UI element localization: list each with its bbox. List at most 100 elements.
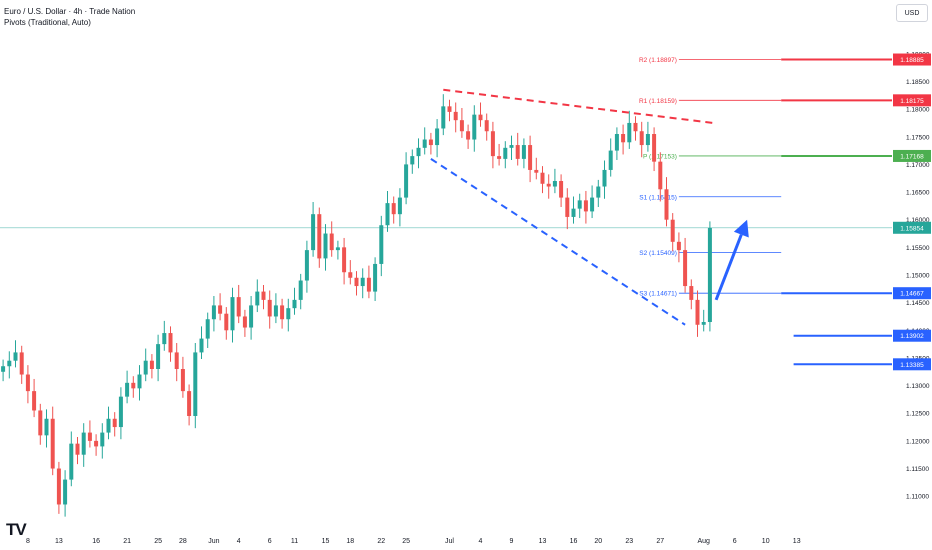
candle-down bbox=[428, 139, 433, 146]
indicator-label[interactable]: Pivots (Traditional, Auto) bbox=[4, 18, 91, 27]
price-tick-label: 1.14500 bbox=[906, 300, 930, 307]
trendline-lower-support[interactable] bbox=[430, 158, 686, 326]
candle-down bbox=[50, 418, 55, 469]
candle-up bbox=[118, 396, 123, 428]
candle-down bbox=[32, 391, 37, 411]
candle-up bbox=[273, 305, 278, 317]
candle-up bbox=[590, 197, 595, 212]
time-tick-label: 13 bbox=[55, 538, 63, 545]
candle-down bbox=[218, 305, 223, 314]
candle-down bbox=[348, 272, 353, 278]
candle-up bbox=[397, 197, 402, 215]
candle-down bbox=[652, 134, 657, 162]
candle-down bbox=[56, 468, 61, 505]
pivot-price-tag bbox=[893, 287, 931, 300]
trendline-upper-resistance[interactable] bbox=[443, 88, 714, 124]
candle-down bbox=[683, 250, 688, 287]
support-levels[interactable] bbox=[793, 334, 892, 366]
candle-down bbox=[621, 134, 626, 143]
time-tick-label: 4 bbox=[237, 538, 241, 545]
candle-up bbox=[645, 134, 650, 146]
candle-up bbox=[435, 128, 440, 146]
candle-up bbox=[13, 352, 18, 361]
candle-up bbox=[422, 139, 427, 148]
candle-up bbox=[249, 305, 254, 328]
candle-up bbox=[193, 352, 198, 416]
candle-up bbox=[125, 382, 130, 397]
support-price-tag-label: 1.13902 bbox=[900, 333, 924, 340]
candle-up bbox=[627, 122, 632, 143]
currency-button[interactable]: USD bbox=[896, 4, 928, 22]
price-tick-label: 1.16500 bbox=[906, 190, 930, 197]
price-tick-label: 1.12500 bbox=[906, 411, 930, 418]
candle-up bbox=[211, 305, 216, 320]
pivot-price-tag-label: 1.18175 bbox=[900, 98, 924, 105]
price-tick-label: 1.16000 bbox=[906, 217, 930, 224]
time-tick-label: 6 bbox=[733, 538, 737, 545]
price-tick-label: 1.15000 bbox=[906, 273, 930, 280]
price-tick-label: 1.17500 bbox=[906, 134, 930, 141]
pivot-price-tag-label: 1.18885 bbox=[900, 57, 924, 64]
time-tick-label: 8 bbox=[26, 538, 30, 545]
candle-up bbox=[360, 277, 365, 287]
candle-down bbox=[391, 203, 396, 215]
candle-down bbox=[280, 305, 285, 320]
time-tick-label: Jun bbox=[208, 538, 219, 545]
candle-down bbox=[131, 382, 136, 389]
candle-up bbox=[100, 432, 105, 447]
candle-down bbox=[19, 352, 24, 375]
price-axis-bg bbox=[892, 0, 932, 550]
candle-down bbox=[633, 122, 638, 132]
candle-up bbox=[416, 147, 421, 157]
pivot-label-r1: R1 (1.18159) bbox=[639, 98, 677, 105]
candle-down bbox=[317, 214, 322, 259]
candle-up bbox=[81, 432, 86, 455]
candle-down bbox=[75, 443, 80, 455]
candle-up bbox=[143, 360, 148, 375]
pivot-label-r2: R2 (1.18897) bbox=[639, 57, 677, 64]
candle-down bbox=[149, 360, 154, 369]
time-tick-label: 4 bbox=[479, 538, 483, 545]
time-tick-label: Jul bbox=[445, 538, 454, 545]
time-axis[interactable]: 8 13 16 21 25 28 Jun 4 6 11 15 18 22 25 Jul 4 9 13 16 20 23 2… bbox=[26, 538, 801, 545]
time-tick-label: 16 bbox=[92, 538, 100, 545]
candle-down bbox=[267, 299, 272, 317]
candle-down bbox=[664, 189, 669, 220]
time-tick-label: 27 bbox=[656, 538, 664, 545]
candle-down bbox=[242, 316, 247, 328]
arrow-head[interactable] bbox=[733, 219, 749, 238]
candle-down bbox=[639, 131, 644, 146]
pivot-price-tag bbox=[893, 53, 931, 66]
tradingview-logo: TV bbox=[6, 520, 27, 539]
arrow-shaft[interactable] bbox=[714, 234, 743, 301]
candle-down bbox=[565, 197, 570, 217]
time-tick-label: 25 bbox=[402, 538, 410, 545]
candle-down bbox=[658, 161, 663, 190]
candle-down bbox=[478, 114, 483, 121]
time-tick-label: 11 bbox=[291, 538, 298, 545]
price-axis[interactable]: 1.190001.185001.180001.175001.170001.165… bbox=[892, 0, 932, 550]
support-price-tag-label: 1.13385 bbox=[900, 362, 924, 369]
candle-down bbox=[497, 156, 502, 159]
price-tick-label: 1.12000 bbox=[906, 438, 930, 445]
candle-up bbox=[608, 150, 613, 170]
time-tick-label: 13 bbox=[793, 538, 801, 545]
time-tick-label: 9 bbox=[510, 538, 514, 545]
candle-up bbox=[385, 203, 390, 226]
candle-up bbox=[379, 225, 384, 264]
candle-down bbox=[695, 299, 700, 325]
price-tick-label: 1.17000 bbox=[906, 162, 930, 169]
current-price-tag-label: 1.15854 bbox=[900, 225, 924, 232]
candle-down bbox=[94, 440, 99, 447]
candle-up bbox=[571, 208, 576, 217]
candle-up bbox=[707, 228, 712, 322]
price-tick-label: 1.11000 bbox=[906, 494, 929, 501]
candle-down bbox=[515, 145, 520, 159]
candle-down bbox=[689, 286, 694, 300]
candle-up bbox=[577, 200, 582, 209]
price-tick-label: 1.18500 bbox=[906, 79, 930, 86]
trendlines[interactable] bbox=[430, 88, 714, 326]
forecast-arrow[interactable] bbox=[714, 219, 749, 301]
pivot-label-s1: S1 (1.16415) bbox=[639, 194, 677, 201]
